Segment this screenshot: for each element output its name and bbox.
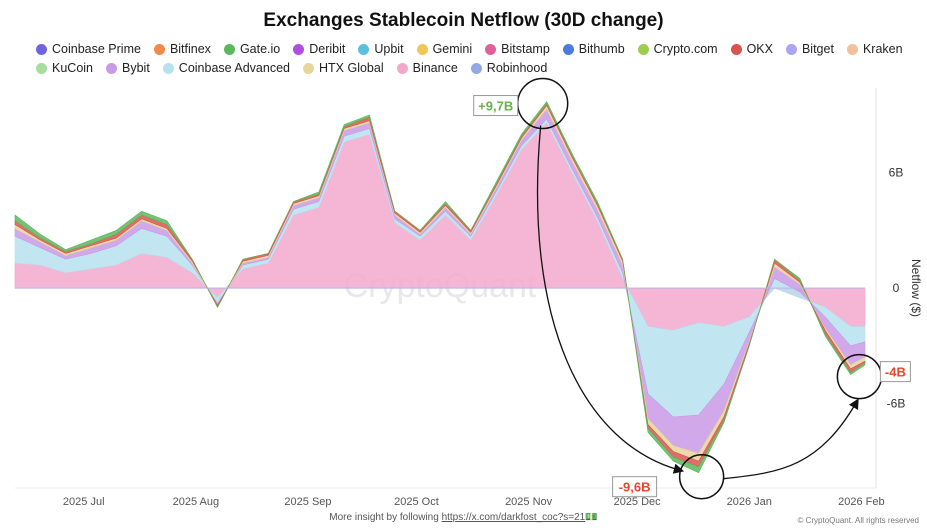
legend-item[interactable]: Coinbase Advanced (162, 60, 290, 77)
footer-text: More insight by following (329, 512, 442, 523)
chart-title: Exchanges Stablecoin Netflow (30D change… (263, 10, 664, 31)
footer-link[interactable]: https://x.com/darkfost_coc?s=21 (441, 512, 586, 523)
x-tick-label: 2025 Jul (63, 496, 105, 508)
legend-item[interactable]: Coinbase Prime (36, 41, 141, 58)
legend-item[interactable]: Robinhood (470, 60, 548, 77)
x-tick-label: 2025 Dec (614, 496, 662, 508)
legend-dot-icon (785, 44, 797, 55)
legend-label: Gemini (432, 42, 473, 56)
legend-item[interactable]: Bitget (785, 41, 834, 58)
legend-label: Robinhood (486, 61, 548, 75)
x-tick-label: 2026 Feb (838, 496, 884, 508)
money-icon: 💵 (585, 512, 598, 523)
legend-label: Binance (412, 61, 458, 75)
legend-label: Deribit (309, 42, 346, 56)
legend-label: Kraken (862, 42, 903, 56)
legend-item[interactable]: Binance (396, 60, 458, 77)
legend-label: Coinbase Prime (52, 42, 141, 56)
legend-dot-icon (470, 63, 482, 74)
annotation-box (473, 95, 519, 117)
legend-label: Bitstamp (501, 42, 550, 56)
copyright: © CryptoQuant. All rights reserved (797, 516, 920, 525)
legend: Coinbase Prime Bitfinex Gate.io Deribit Upbi… (36, 41, 916, 79)
legend-item[interactable]: Gate.io (223, 41, 281, 58)
highlight-circle (678, 453, 725, 500)
legend-item[interactable]: Bybit (106, 60, 150, 77)
legend-dot-icon (846, 44, 858, 55)
x-tick-label: 2025 Nov (505, 496, 553, 508)
legend-dot-icon (36, 44, 47, 55)
legend-dot-icon (396, 63, 408, 74)
legend-label: HTX Global (319, 61, 384, 75)
legend-dot-icon (153, 44, 165, 55)
annotation-label: -4B (885, 365, 906, 380)
legend-dot-icon (637, 44, 649, 55)
arrow-up (723, 398, 859, 480)
annotation-label: -9,6B (619, 480, 651, 495)
legend-label: Coinbase Advanced (178, 61, 290, 75)
legend-dot-icon (485, 44, 497, 55)
legend-item[interactable]: Kraken (846, 41, 903, 58)
legend-item[interactable]: Crypto.com (637, 41, 718, 58)
legend-label: Bitfinex (169, 42, 211, 56)
legend-dot-icon (303, 63, 314, 74)
x-tick-label: 2026 Jan (727, 496, 772, 508)
legend-item[interactable]: Bitfinex (153, 41, 211, 58)
legend-dot-icon (293, 44, 305, 55)
legend-dot-icon (106, 63, 117, 74)
footer: More insight by following https://x.com/… (0, 512, 927, 523)
y-tick-label: -6B (887, 396, 906, 410)
x-tick-label: 2025 Oct (394, 496, 439, 508)
legend-label: Upbit (374, 42, 404, 56)
y-axis-label: Netflow ($) (909, 259, 923, 317)
annotation-label: +9,7B (478, 99, 513, 114)
legend-label: Crypto.com (653, 42, 718, 56)
legend-dot-icon (223, 44, 235, 55)
x-tick-label: 2025 Sep (284, 496, 331, 508)
legend-label: Bithumb (578, 42, 625, 56)
annotation-box (879, 361, 911, 383)
legend-dot-icon (730, 44, 742, 55)
legend-item[interactable]: Gemini (416, 41, 473, 58)
legend-item[interactable]: OKX (730, 41, 773, 58)
legend-item[interactable]: Upbit (358, 41, 404, 58)
annotation-box (612, 476, 658, 498)
area-gate-io (14, 100, 866, 474)
legend-dot-icon (36, 63, 47, 74)
x-tick-label: 2025 Aug (173, 496, 220, 508)
legend-label: OKX (746, 42, 773, 56)
legend-label: Bybit (122, 61, 150, 75)
arrow-down (536, 125, 685, 474)
legend-label: Bitget (801, 42, 834, 56)
legend-item[interactable]: Bitstamp (485, 41, 550, 58)
legend-label: Gate.io (239, 42, 281, 56)
legend-label: KuCoin (52, 61, 93, 75)
legend-dot-icon (562, 44, 574, 55)
y-tick-label: 0 (893, 281, 900, 295)
legend-item[interactable]: Deribit (293, 41, 345, 58)
legend-dot-icon (358, 44, 370, 55)
legend-dot-icon (416, 44, 428, 55)
legend-item[interactable]: KuCoin (36, 60, 93, 77)
legend-dot-icon (162, 63, 174, 74)
legend-item[interactable]: HTX Global (303, 60, 384, 77)
y-tick-label: 6B (889, 166, 904, 180)
legend-item[interactable]: Bithumb (562, 41, 625, 58)
